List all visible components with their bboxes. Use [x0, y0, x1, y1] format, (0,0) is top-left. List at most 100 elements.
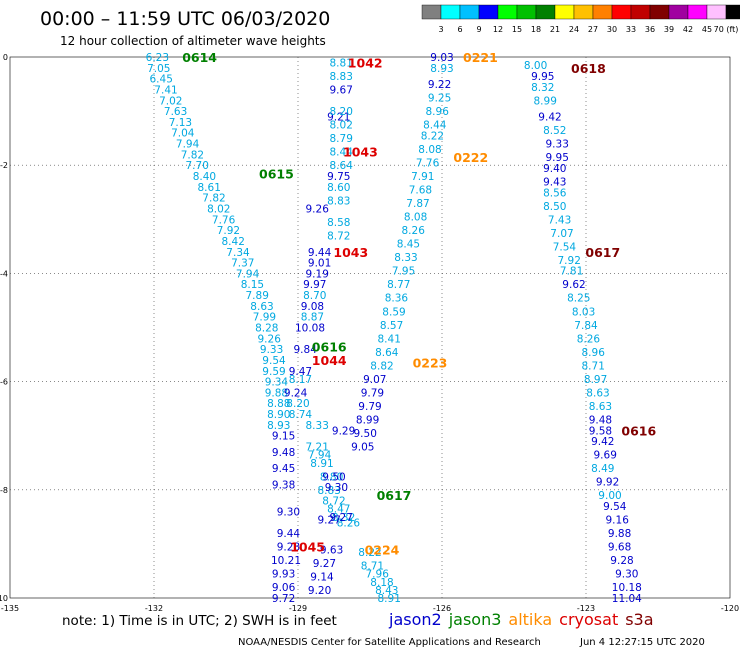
wave-height-point: 8.87: [301, 312, 324, 324]
pass-label: 1043: [343, 145, 378, 160]
wave-height-point: 8.72: [322, 496, 345, 508]
track-group: 9.039.229.079.799.798.999.509.059.299.50…: [308, 52, 454, 597]
plot-frame: [9, 56, 731, 599]
wave-height-point: 8.96: [582, 347, 606, 359]
colorbar-swatch: [687, 4, 708, 20]
pass-label: 1045: [290, 540, 325, 555]
wave-height-point: 9.01: [308, 258, 331, 270]
wave-height-point: 9.69: [594, 450, 617, 462]
legend-jason2: jason2: [388, 610, 442, 629]
pass-label: 0221: [463, 50, 498, 65]
x-tick-label: -120: [721, 604, 739, 613]
colorbar-tick-label: 6: [457, 25, 462, 34]
colorbar-swatch: [668, 4, 689, 20]
wave-height-point: 9.44: [308, 247, 332, 259]
colorbar-tick-label: 36: [645, 25, 655, 34]
pass-label: 0617: [377, 488, 412, 503]
wave-height-point: 7.63: [164, 106, 187, 118]
colorbar-tick-label: 45: [702, 25, 712, 34]
wave-height-point: 8.59: [382, 306, 405, 318]
wave-height-point: 9.44: [277, 528, 301, 540]
wave-height-point: 8.20: [286, 398, 309, 410]
wave-height-point: 7.76: [212, 214, 236, 226]
colorbar-swatch: [649, 4, 670, 20]
wave-height-point: 7.05: [147, 63, 170, 75]
wave-height-point: 9.47: [289, 366, 312, 378]
wave-height-point: 7.94: [176, 139, 200, 151]
wave-height-point: 8.02: [207, 203, 230, 215]
wave-height-point: 8.26: [402, 225, 426, 237]
wave-height-point: 9.29: [332, 425, 355, 437]
wave-height-point: 9.92: [596, 477, 619, 489]
wave-height-point: 8.08: [404, 212, 427, 224]
colorbar-swatch: [497, 4, 518, 20]
wave-height-point: 9.00: [598, 490, 621, 502]
legend-altika: altika: [508, 610, 552, 629]
wave-height-point: 8.83: [327, 195, 350, 207]
wave-height-point: 8.97: [584, 374, 607, 386]
wave-height-point: 8.77: [387, 279, 410, 291]
wave-height-point: 7.81: [560, 266, 583, 278]
colorbar-swatch: [459, 4, 480, 20]
wave-height-point: 8.25: [567, 293, 590, 305]
wave-height-point: 10.08: [295, 323, 325, 335]
wave-height-point: 8.91: [310, 458, 333, 470]
wave-height-point: 9.93: [272, 569, 295, 581]
colorbar-swatch: [478, 4, 499, 20]
wave-height-point: 8.03: [572, 306, 595, 318]
wave-height-point: 7.89: [246, 290, 269, 302]
wave-height-point: 7.91: [411, 171, 434, 183]
wave-height-tracks: 6.237.056.457.417.027.637.137.047.947.82…: [146, 52, 642, 605]
wave-height-point: 9.27: [318, 515, 341, 527]
wave-height-point: 9.30: [325, 482, 348, 494]
wave-height-point: 8.63: [586, 387, 609, 399]
wave-height-point: 8.42: [222, 236, 245, 248]
track-group: 8.818.838.208.028.798.448.648.608.838.58…: [286, 57, 360, 529]
wave-height-point: 7.84: [574, 320, 598, 332]
wave-height-point: 8.49: [591, 463, 614, 475]
wave-height-point: 7.68: [409, 185, 432, 197]
wave-height-point: 9.50: [354, 428, 377, 440]
wave-height-point: 7.82: [181, 149, 204, 161]
wave-height-point: 8.18: [370, 577, 393, 589]
wave-height-point: 9.50: [322, 471, 345, 483]
colorbar-tick-label: 39: [664, 25, 674, 34]
note-text: note: 1) Time is in UTC; 2) SWH is in fe…: [62, 613, 337, 629]
satellite-legend: jason2 jason3 altika cryosat s3a: [388, 610, 654, 629]
wave-height-point: 9.40: [543, 163, 566, 175]
pass-label: 0224: [365, 542, 400, 557]
wave-height-point: 9.48: [589, 414, 612, 426]
wave-height-point: 9.79: [361, 387, 384, 399]
x-tick-label: -123: [577, 604, 595, 613]
wave-height-point: 9.24: [284, 387, 308, 399]
wave-height-point: 7.13: [169, 117, 192, 129]
pass-label: 0223: [413, 356, 448, 371]
wave-height-point: 8.28: [255, 323, 278, 335]
wave-height-point: 7.76: [416, 157, 440, 169]
footer-credit: NOAA/NESDIS Center for Satellite Applica…: [238, 637, 541, 648]
wave-height-point: 8.60: [327, 182, 350, 194]
wave-height-point: 9.45: [272, 463, 295, 475]
colorbar-tick-label: 70 (ft): [714, 25, 739, 34]
wave-height-point: 8.57: [380, 320, 403, 332]
wave-height-point: 9.72: [272, 593, 295, 605]
colorbar-swatch: [706, 4, 727, 20]
wave-height-point: 9.27: [330, 512, 353, 524]
colorbar-swatch: [573, 4, 594, 20]
wave-height-point: 9.88: [265, 387, 288, 399]
wave-height-point: 9.30: [277, 506, 300, 518]
wave-height-point: 8.64: [375, 347, 399, 359]
wave-height-point: 8.32: [332, 512, 355, 524]
pass-label: 1043: [333, 245, 368, 260]
wave-height-point: 9.26: [306, 203, 330, 215]
wave-height-point: 8.41: [378, 333, 401, 345]
wave-height-point: 8.80: [320, 471, 343, 483]
wave-height-point: 9.79: [358, 401, 381, 413]
wave-height-point: 9.22: [428, 79, 451, 91]
wave-height-point: 10.18: [612, 582, 642, 594]
track-group: 6.237.056.457.417.027.637.137.047.947.82…: [146, 52, 291, 432]
wave-height-point: 7.70: [186, 160, 209, 172]
colorbar-swatch: [611, 4, 632, 20]
wave-height-point: 8.88: [267, 398, 290, 410]
wave-height-point: 8.83: [330, 71, 353, 83]
